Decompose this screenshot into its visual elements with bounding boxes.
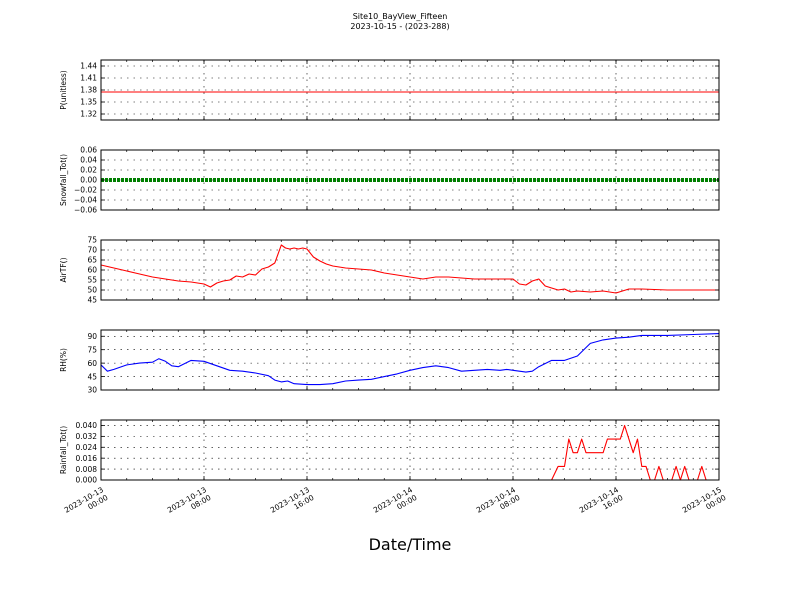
- y-tick-label: 90: [87, 332, 97, 341]
- y-tick-label: 0.06: [80, 146, 97, 155]
- panel-frame: [100, 419, 720, 481]
- y-axis-label: Rainfall_Tot(): [59, 426, 68, 474]
- y-tick-label: 0.02: [80, 166, 97, 175]
- y-tick-label: −0.06: [74, 206, 97, 215]
- y-tick-label: 1.41: [80, 74, 97, 83]
- y-tick-label: 65: [87, 256, 97, 265]
- chart-subtitle: 2023-10-15 - (2023-288): [350, 22, 449, 31]
- series-line-4-0: [101, 424, 719, 481]
- chart-title: Site10_BayView_Fifteen: [353, 12, 448, 21]
- y-tick-label: 0.008: [76, 465, 98, 474]
- x-axis-label: Date/Time: [369, 535, 452, 554]
- y-tick-label: 1.44: [80, 62, 97, 71]
- y-tick-label: 60: [87, 359, 97, 368]
- panel-frame: [100, 239, 720, 301]
- panels-group: 1.441.411.381.351.32P(unitless)0.060.040…: [59, 59, 720, 485]
- panel-4: 0.040 0.032 0.024 0.016 0.008 0.000 Rainfall_T…: [59, 419, 720, 485]
- y-tick-label: 0.04: [80, 156, 97, 165]
- panel-1: 0.060.040.020.00−0.02−0.04−0.06 Snowfall_…: [59, 146, 720, 215]
- y-axis-label: Snowfall_Tot(): [59, 154, 68, 206]
- y-tick-label: 55: [87, 276, 97, 285]
- series-line-3-0: [100, 333, 720, 386]
- y-tick-label: 0.024: [76, 443, 98, 452]
- y-tick-label: 0.032: [76, 432, 98, 441]
- y-tick-label: 30: [87, 386, 97, 395]
- panel-frame: [100, 329, 720, 391]
- y-tick-label: 70: [87, 246, 97, 255]
- panel-3: 90 75 60 45 30 RH(%): [59, 329, 720, 395]
- panel-frame: [100, 59, 720, 121]
- panel-0: 1.44 1.41 1.38 1.35 1.32 P(unitless): [59, 59, 720, 121]
- y-tick-label: 1.35: [80, 98, 97, 107]
- y-tick-label: 0.000: [76, 476, 98, 485]
- y-tick-label: 75: [87, 236, 97, 245]
- y-tick-label: 0.040: [76, 421, 98, 430]
- y-tick-label: −0.02: [74, 186, 97, 195]
- y-tick-label: 0.016: [76, 454, 98, 463]
- y-tick-label: 45: [87, 372, 97, 381]
- y-axis-label: RH(%): [59, 348, 68, 372]
- y-tick-label: 1.32: [80, 110, 97, 119]
- y-tick-label: 1.38: [80, 86, 97, 95]
- y-axis-label: AirTF(): [59, 257, 68, 282]
- y-axis-label: P(unitless): [59, 70, 68, 109]
- y-tick-label: −0.04: [74, 196, 97, 205]
- y-tick-label: 0.00: [80, 176, 97, 185]
- y-tick-label: 75: [87, 345, 97, 354]
- y-tick-label: 60: [87, 266, 97, 275]
- y-tick-label: 50: [87, 286, 97, 295]
- series-line-2-0: [100, 244, 719, 294]
- y-tick-label: 45: [87, 296, 97, 305]
